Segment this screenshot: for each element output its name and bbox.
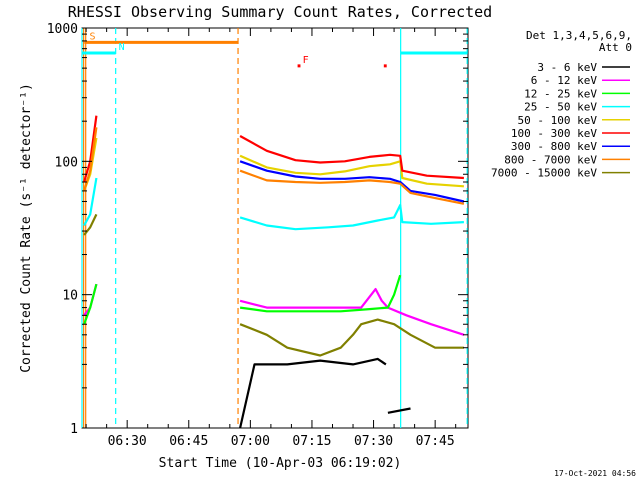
x-tick-label: 07:45 — [416, 434, 455, 449]
x-tick-label: 06:45 — [169, 434, 208, 449]
legend-entry-label: 25 - 50 keV — [524, 101, 597, 114]
x-tick-label: 07:15 — [292, 434, 331, 449]
series-line — [239, 288, 465, 336]
series-line — [83, 177, 98, 227]
series-line — [239, 318, 464, 357]
ticks-layer: 1 10 100 1000 06:30 06:45 07:00 07:15 07:30 07:45 — [47, 22, 468, 449]
y-tick-label: 1000 — [47, 22, 78, 37]
legend-header-line-2: Att 0 — [599, 41, 632, 54]
markers-layer: S N F — [81, 28, 468, 428]
footer-timestamp: 17-Oct-2021 04:56 — [554, 469, 636, 478]
legend-header-line-1: Det 1,3,4,5,6,9, — [526, 29, 632, 42]
series-line — [387, 407, 411, 414]
series-line — [239, 160, 465, 203]
series-line — [239, 357, 387, 429]
series-line — [239, 169, 465, 205]
series-line — [239, 135, 464, 180]
legend-entry-label: 12 - 25 keV — [524, 87, 597, 100]
y-tick-label: 10 — [62, 289, 78, 304]
x-tick-label: 07:00 — [231, 434, 270, 449]
series-layer — [83, 115, 465, 429]
series-line — [83, 213, 98, 236]
chart-title: RHESSI Observing Summary Count Rates, Co… — [68, 3, 492, 21]
series-line — [83, 127, 98, 192]
series-line — [239, 274, 402, 313]
legend-entry-label: 3 - 6 keV — [537, 61, 597, 74]
x-tick-label: 07:30 — [354, 434, 393, 449]
y-axis-label: Corrected Count Rate (s⁻¹ detector⁻¹) — [19, 83, 34, 373]
y-tick-label: 1 — [70, 422, 78, 437]
series-line — [239, 154, 464, 188]
state-bar-label: N — [119, 42, 125, 53]
series-line — [239, 204, 464, 231]
state-bar-label: F — [303, 55, 309, 66]
legend-entry-label: 300 - 800 keV — [511, 140, 597, 153]
y-tick-label: 100 — [55, 155, 78, 170]
plot-area — [81, 27, 469, 429]
legend-entry-label: 100 - 300 keV — [511, 127, 597, 140]
x-axis-label: Start Time (10-Apr-03 06:19:02) — [159, 456, 402, 471]
series-line — [83, 283, 98, 325]
legend-entry-label: 50 - 100 keV — [518, 114, 598, 127]
state-bar-label: S — [89, 31, 95, 42]
legend-entry-label: 6 - 12 keV — [531, 74, 598, 87]
legend-entry-label: 7000 - 15000 keV — [491, 167, 597, 180]
legend-entry-label: 800 - 7000 keV — [504, 153, 597, 166]
x-tick-label: 06:30 — [108, 434, 147, 449]
